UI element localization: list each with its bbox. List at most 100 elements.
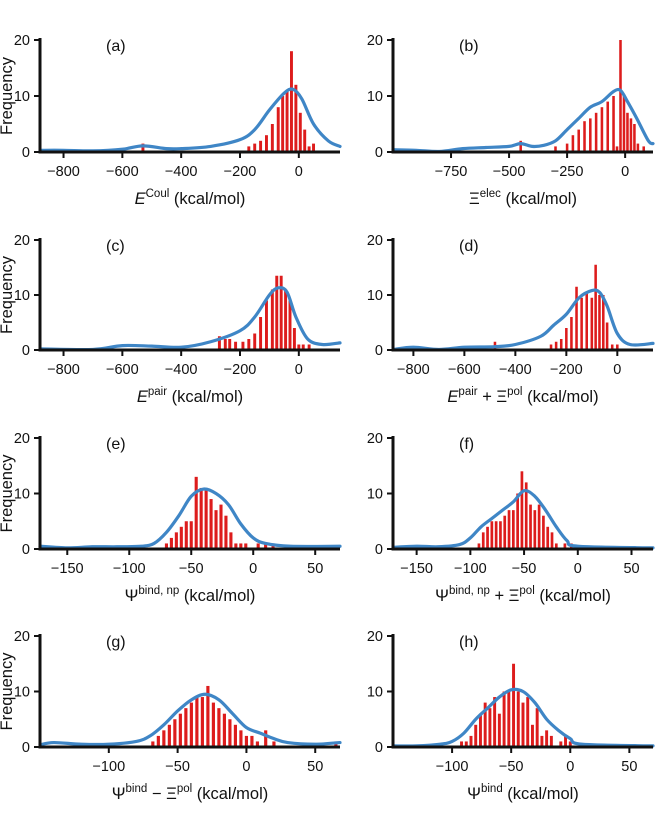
chart-f-kde-line xyxy=(391,488,655,550)
chart-f-bar-11 xyxy=(524,482,528,549)
chart-b-panel-label: (b) xyxy=(459,38,479,55)
chart-c-bar-15 xyxy=(297,344,301,350)
chart-g: 0 10 20 −100 −50 0 50 (g) Frequency Ψbind − Ξpol … xyxy=(0,629,342,803)
chart-g-ytick-label-1: 10 xyxy=(14,685,30,701)
chart-f-bar-10 xyxy=(520,471,524,549)
chart-e-bar-0 xyxy=(164,543,168,549)
chart-f-bar-1 xyxy=(481,532,485,549)
chart-h-bar-12 xyxy=(516,691,520,747)
chart-f-bar-17 xyxy=(550,532,554,549)
chart-g-bar-13 xyxy=(222,713,226,747)
chart-a-ytick-label-0: 0 xyxy=(22,145,30,161)
chart-d-bar-13 xyxy=(605,322,609,350)
chart-f-xtick-label-2: −50 xyxy=(512,561,537,577)
chart-c-bar-7 xyxy=(259,317,263,350)
chart-a-xtick-label-0: −800 xyxy=(47,164,80,180)
chart-h-xtick-label-0: −100 xyxy=(436,759,469,775)
chart-b-ytick-label-2: 20 xyxy=(367,33,383,49)
chart-e-ytick-label-1: 10 xyxy=(14,487,30,503)
chart-d-bar-2 xyxy=(554,341,558,350)
chart-d-kde-line xyxy=(391,288,655,352)
chart-d-bar-8 xyxy=(585,292,588,350)
chart-d-xtick-label-4: 0 xyxy=(613,362,621,378)
chart-h-bar-2 xyxy=(469,735,473,747)
chart-a-bar-14 xyxy=(312,143,315,152)
chart-e-xtick-label-2: −50 xyxy=(179,561,204,577)
chart-f-bar-9 xyxy=(516,493,519,549)
chart-a-bar-12 xyxy=(303,129,307,152)
chart-b: 0 10 20 −750 −500 −250 0 (b) Ξelec (kcal/mol) xyxy=(367,33,655,208)
chart-a-bar-6 xyxy=(276,107,280,152)
chart-c-ylabel: Frequency xyxy=(0,255,16,334)
chart-e-bar-11 xyxy=(219,504,223,549)
chart-a-bar-1 xyxy=(247,146,251,152)
chart-c-xtick-label-2: −400 xyxy=(165,362,198,378)
chart-b-xtick-label-0: −750 xyxy=(435,164,468,180)
chart-f-bar-4 xyxy=(494,521,498,549)
chart-d-bar-4 xyxy=(565,328,568,350)
chart-e-ytick-label-0: 0 xyxy=(22,542,30,558)
chart-e-bar-18 xyxy=(264,543,268,549)
chart-h-ytick-label-0: 0 xyxy=(375,740,383,756)
chart-f-bar-3 xyxy=(490,521,494,549)
chart-e-ylabel: Frequency xyxy=(0,454,16,533)
chart-h-xtick-label-1: −50 xyxy=(499,759,524,775)
chart-a: 0 10 20 −800 −600 −400 −200 0 (a) Frequency ECoul … xyxy=(0,33,342,208)
chart-d-xtick-label-3: −200 xyxy=(550,362,583,378)
chart-c-xlabel: Epair (kcal/mol) xyxy=(137,386,243,406)
chart-c-bar-0 xyxy=(217,336,221,350)
chart-f-bar-6 xyxy=(503,515,507,549)
chart-c-kde-line xyxy=(38,286,342,352)
chart-c-bar-11 xyxy=(279,275,283,350)
chart-e-bar-6 xyxy=(194,476,198,549)
chart-a-xtick-label-2: −400 xyxy=(165,164,198,180)
chart-h-bar-4 xyxy=(478,713,482,747)
chart-h-panel-label: (h) xyxy=(459,634,479,651)
chart-b-bar-9 xyxy=(606,101,610,152)
chart-h-xtick-label-2: 0 xyxy=(566,759,574,775)
chart-g-xtick-label-2: 0 xyxy=(242,759,250,775)
chart-e-xtick-label-3: 0 xyxy=(249,561,257,577)
chart-d-bar-11 xyxy=(598,295,601,350)
chart-e-xtick-label-4: 50 xyxy=(307,561,323,577)
chart-e-bar-12 xyxy=(224,515,228,549)
chart-g-kde-line xyxy=(38,692,342,747)
chart-b-xlabel: Ξelec (kcal/mol) xyxy=(469,188,577,208)
chart-g-bar-7 xyxy=(189,702,193,747)
chart-e-bar-5 xyxy=(189,521,193,549)
chart-e-bar-15 xyxy=(239,543,243,549)
chart-d-bar-9 xyxy=(590,297,594,350)
chart-a-bar-10 xyxy=(294,84,298,152)
chart-h-bar-6 xyxy=(488,708,492,747)
chart-d-bar-5 xyxy=(570,317,573,350)
chart-g-xtick-label-0: −100 xyxy=(92,759,125,775)
chart-f-bar-16 xyxy=(546,526,550,549)
chart-a-bar-0 xyxy=(141,143,145,152)
chart-h-bar-5 xyxy=(483,702,487,747)
chart-g-xtick-label-3: 50 xyxy=(307,759,323,775)
chart-e-bar-2 xyxy=(174,532,178,549)
chart-h-bar-19 xyxy=(549,735,553,747)
chart-g-bar-5 xyxy=(178,713,182,747)
chart-d-panel-label: (d) xyxy=(459,238,479,255)
chart-d-ytick-label-1: 10 xyxy=(367,288,383,304)
chart-d: 0 10 20 −800 −600 −400 −200 0 (d) Epair + Ξpol (k… xyxy=(367,233,655,406)
chart-g-bar-15 xyxy=(233,724,237,747)
chart-e-panel-label: (e) xyxy=(106,436,126,453)
chart-g-bar-6 xyxy=(184,708,188,747)
chart-c-bar-6 xyxy=(253,333,257,350)
chart-b-bar-10 xyxy=(612,96,615,152)
chart-b-ytick-label-1: 10 xyxy=(367,89,383,105)
chart-e-ytick-label-2: 20 xyxy=(14,431,30,447)
chart-b-bar-5 xyxy=(583,121,586,152)
chart-h-kde-line xyxy=(391,687,655,748)
chart-c-bar-3 xyxy=(234,341,238,350)
chart-h: 0 10 20 −100 −50 0 50 (h) Ψbind (kcal/mol) xyxy=(367,629,655,803)
chart-c-xtick-label-0: −800 xyxy=(47,362,80,378)
chart-d-bar-12 xyxy=(602,295,605,350)
chart-b-bar-2 xyxy=(565,143,569,152)
chart-b-xtick-label-3: 0 xyxy=(621,164,629,180)
chart-e-kde-line xyxy=(38,487,342,550)
chart-a-panel-label: (a) xyxy=(106,38,126,55)
chart-h-bar-14 xyxy=(526,697,530,747)
